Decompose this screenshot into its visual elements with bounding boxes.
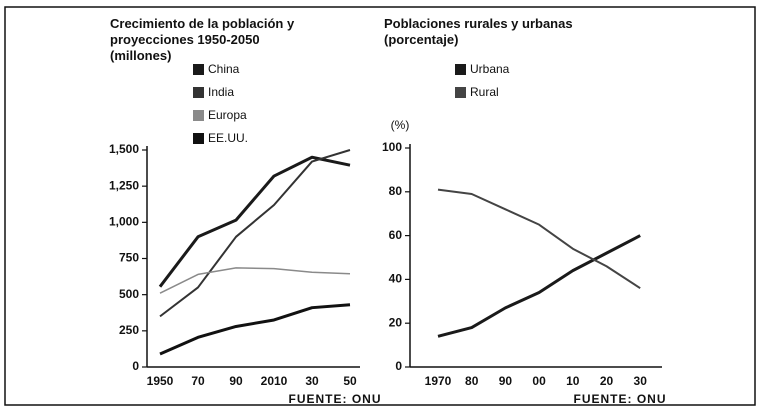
legend-label: India bbox=[208, 85, 234, 99]
y-tick-label: 1,250 bbox=[109, 178, 139, 192]
source: FUENTE: ONU bbox=[289, 392, 382, 406]
y-tick-label: 0 bbox=[395, 359, 402, 373]
x-tick-label: 1950 bbox=[147, 374, 174, 388]
x-tick-label: 90 bbox=[229, 374, 243, 388]
chart-title-block: Crecimiento de la población y proyeccion… bbox=[110, 16, 325, 64]
legend-swatch bbox=[193, 133, 204, 144]
legend-swatch bbox=[193, 87, 204, 98]
y-tick-label: 750 bbox=[119, 251, 139, 265]
legend-swatch bbox=[455, 64, 466, 75]
x-tick-label: 30 bbox=[305, 374, 319, 388]
x-tick-label: 70 bbox=[191, 374, 205, 388]
series-line bbox=[159, 267, 351, 294]
y-tick-label: 80 bbox=[389, 184, 403, 198]
y-tick-label: 1,500 bbox=[109, 142, 139, 156]
x-tick-label: 30 bbox=[634, 374, 648, 388]
legend-label: Europa bbox=[208, 108, 247, 122]
x-tick-label: 00 bbox=[532, 374, 546, 388]
legend-label: China bbox=[208, 62, 240, 76]
source: FUENTE: ONU bbox=[574, 392, 667, 406]
y-axis-label: (%) bbox=[391, 118, 410, 132]
chart-title: Poblaciones rurales y urbanas bbox=[384, 16, 573, 31]
series-line bbox=[158, 155, 351, 288]
x-tick-label: 10 bbox=[566, 374, 580, 388]
y-tick-label: 1,000 bbox=[109, 215, 139, 229]
legend-swatch bbox=[455, 87, 466, 98]
y-tick-label: 60 bbox=[389, 228, 403, 242]
y-tick-label: 100 bbox=[382, 140, 402, 154]
y-tick-label: 40 bbox=[389, 272, 403, 286]
chart-title: Crecimiento de la población y proyeccion… bbox=[110, 16, 295, 47]
legend-label: Rural bbox=[470, 85, 499, 99]
legend-swatch bbox=[193, 110, 204, 121]
x-tick-label: 50 bbox=[343, 374, 357, 388]
legend-label: Urbana bbox=[470, 62, 510, 76]
chart-subtitle: (porcentaje) bbox=[384, 32, 459, 47]
x-tick-label: 1970 bbox=[425, 374, 452, 388]
x-tick-label: 20 bbox=[600, 374, 614, 388]
x-tick-label: 90 bbox=[499, 374, 513, 388]
legend-label: EE.UU. bbox=[208, 131, 248, 145]
y-tick-label: 20 bbox=[389, 315, 403, 329]
legend-swatch bbox=[193, 64, 204, 75]
y-tick-label: 250 bbox=[119, 323, 139, 337]
x-tick-label: 2010 bbox=[261, 374, 288, 388]
series-line bbox=[159, 149, 351, 318]
series-line bbox=[437, 188, 641, 289]
y-tick-label: 500 bbox=[119, 287, 139, 301]
chart-title-block: Poblaciones rurales y urbanas (porcentaj… bbox=[384, 16, 624, 48]
series-line bbox=[159, 303, 351, 356]
x-tick-label: 80 bbox=[465, 374, 479, 388]
y-tick-label: 0 bbox=[132, 359, 139, 373]
series-line bbox=[437, 234, 641, 338]
frame bbox=[4, 6, 756, 406]
chart-subtitle: (millones) bbox=[110, 48, 172, 63]
